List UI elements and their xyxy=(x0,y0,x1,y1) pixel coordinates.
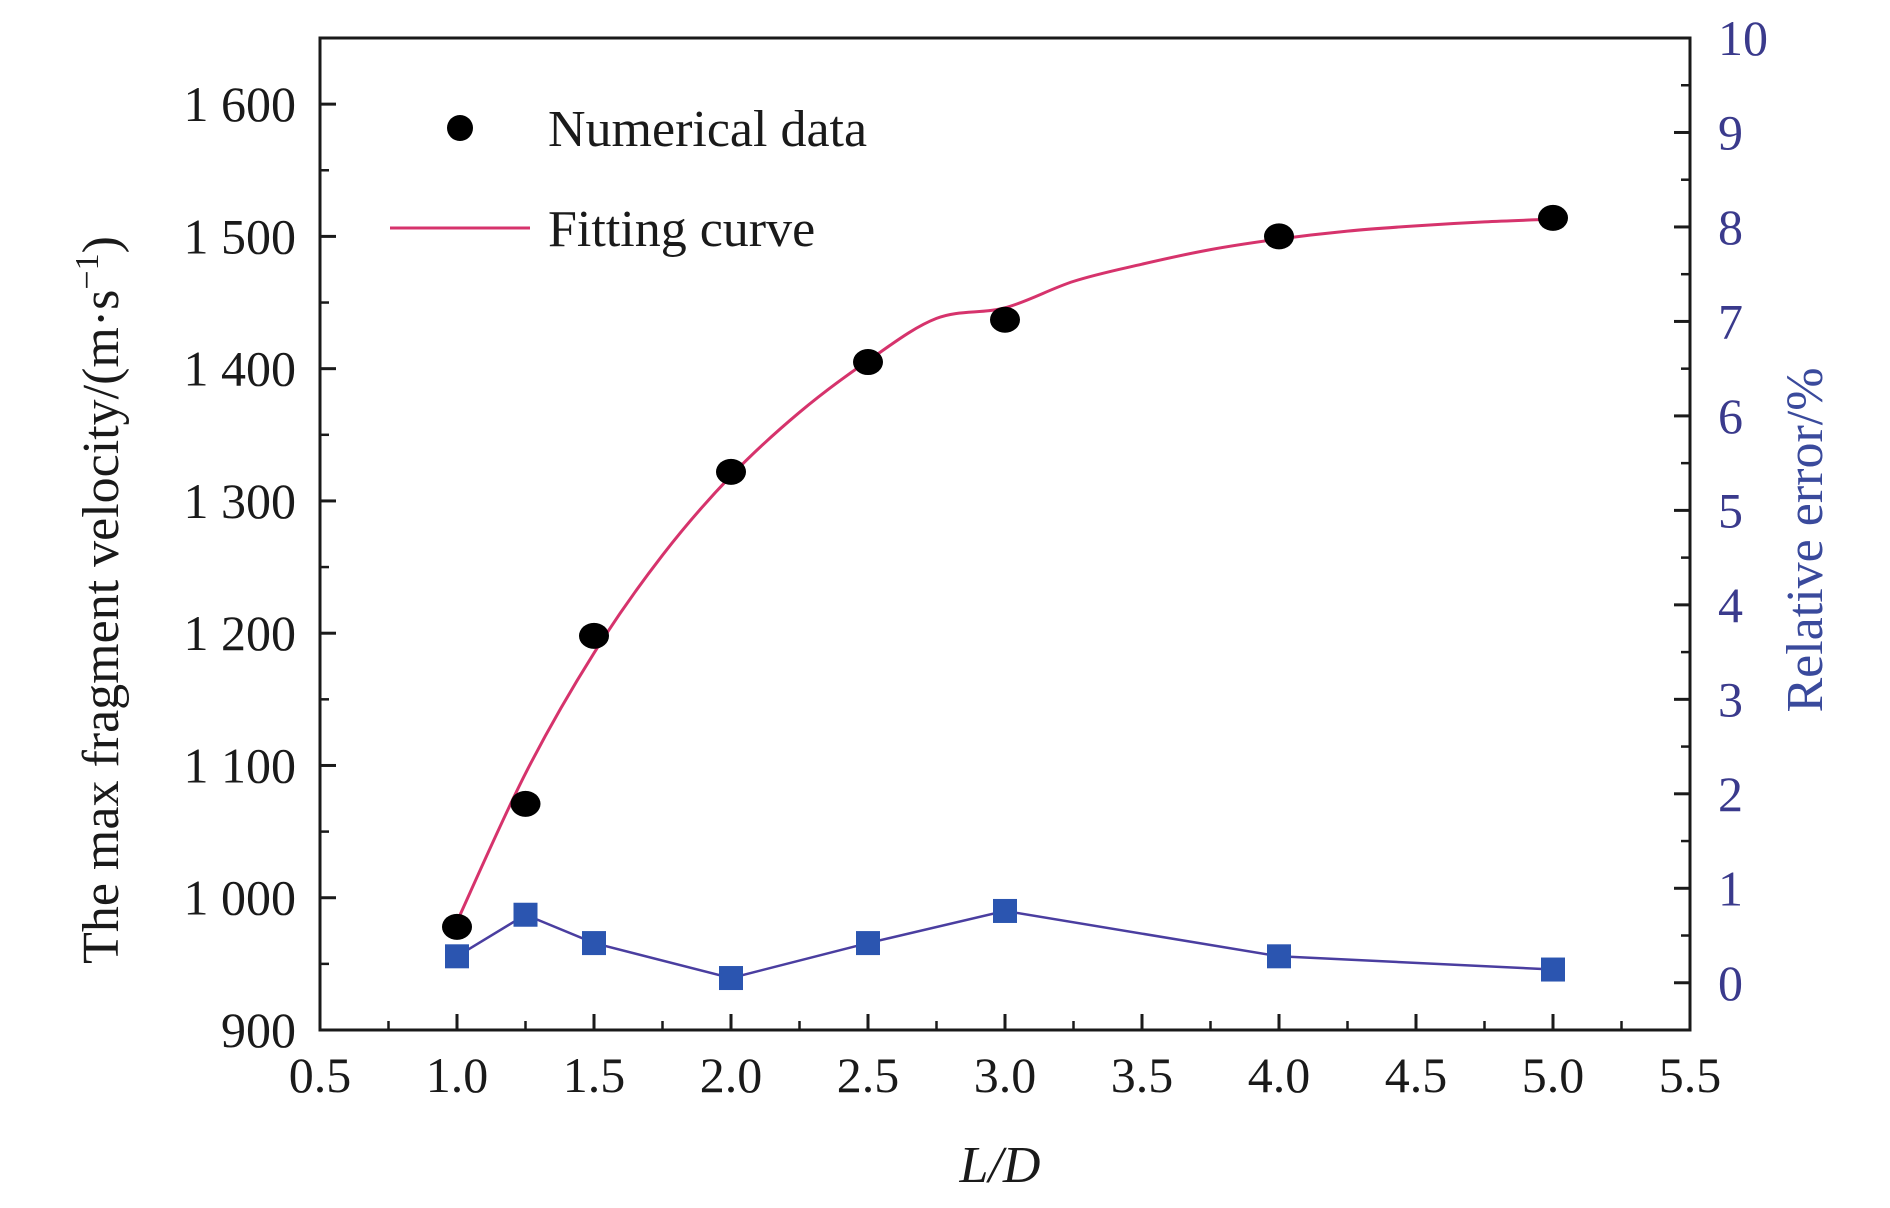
numerical-data-point xyxy=(442,913,472,940)
x-tick-label: 2.5 xyxy=(837,1047,900,1103)
legend-label-numerical-data: Numerical data xyxy=(548,101,867,158)
relative-error-point xyxy=(513,902,538,927)
x-tick-label: 3.0 xyxy=(974,1047,1037,1103)
numerical-data-point xyxy=(1538,204,1568,231)
relative-error-point xyxy=(1541,957,1565,982)
relative-error-point xyxy=(1267,944,1291,969)
y-right-axis-title: Relative error/% xyxy=(1777,367,1834,712)
numerical-data-point xyxy=(990,306,1020,333)
numerical-data-point xyxy=(716,458,746,485)
y-right-tick-label: 5 xyxy=(1718,482,1743,538)
legend-label-fitting-curve: Fitting curve xyxy=(548,201,815,258)
y-left-axis-title-end: ) xyxy=(73,236,130,253)
plot-frame xyxy=(318,36,1692,1032)
y-left-tick-label: 1 500 xyxy=(184,208,297,264)
y-right-tick-label: 4 xyxy=(1718,577,1743,633)
relative-error-point xyxy=(856,931,880,956)
x-tick-label: 0.5 xyxy=(289,1047,352,1103)
numerical-data-point xyxy=(1264,223,1294,250)
x-tick-label: 1.5 xyxy=(563,1047,626,1103)
relative-error-point xyxy=(993,898,1017,923)
y-left-axis-title: The max fragment velocity/(m·s−1) xyxy=(69,236,130,964)
y-left-tick-label: 1 200 xyxy=(184,605,297,661)
x-tick-label: 2.0 xyxy=(700,1047,763,1103)
y-right-axis-ticks: 0 1 2 3 4 5 6 7 8 9 10 xyxy=(1674,10,1768,1011)
y-left-tick-label: 1 300 xyxy=(184,473,297,529)
y-left-tick-label: 1 000 xyxy=(184,870,297,926)
y-right-tick-label: 8 xyxy=(1718,199,1743,255)
relative-error-point xyxy=(719,966,743,991)
y-left-tick-label: 1 600 xyxy=(184,76,297,132)
y-right-tick-label: 3 xyxy=(1718,671,1743,727)
y-right-tick-label: 7 xyxy=(1718,293,1743,349)
x-tick-label: 5.5 xyxy=(1659,1047,1722,1103)
numerical-data-point xyxy=(853,349,883,376)
relative-error-point xyxy=(582,931,606,956)
y-left-tick-label: 900 xyxy=(221,1002,296,1058)
y-right-tick-label: 0 xyxy=(1718,955,1743,1011)
x-tick-label: 1.0 xyxy=(426,1047,489,1103)
y-left-axis-title-group: The max fragment velocity/(m·s−1) xyxy=(69,236,130,964)
x-tick-label: 5.0 xyxy=(1522,1047,1585,1103)
y-right-tick-label: 1 xyxy=(1718,860,1743,916)
x-axis-title: L/D xyxy=(959,1137,1041,1194)
x-tick-label: 4.0 xyxy=(1248,1047,1311,1103)
legend-marker-circle xyxy=(447,115,473,141)
series-layer xyxy=(442,204,1568,991)
numerical-data-point xyxy=(579,622,609,649)
y-left-axis-title-main: The max fragment velocity/(m·s xyxy=(73,290,130,964)
y-left-axis-ticks: 900 1 000 1 100 1 200 1 300 1 400 1 500 1 600 xyxy=(184,76,336,1058)
y-right-tick-label: 9 xyxy=(1718,104,1743,160)
y-right-axis-title-group: Relative error/% xyxy=(1777,367,1834,712)
y-left-axis-title-sup: −1 xyxy=(69,253,106,289)
y-left-tick-label: 1 100 xyxy=(184,737,297,793)
y-right-tick-label: 2 xyxy=(1718,766,1743,822)
y-left-tick-label: 1 400 xyxy=(184,341,297,397)
x-tick-label: 4.5 xyxy=(1385,1047,1448,1103)
x-tick-label: 3.5 xyxy=(1111,1047,1174,1103)
y-right-tick-label: 10 xyxy=(1718,10,1768,66)
plot-border xyxy=(318,36,1692,1032)
x-axis-ticks: 0.5 1.0 1.5 2.0 2.5 3.0 3.5 4.0 4.5 5.0 5.5 xyxy=(289,1014,1722,1103)
relative-error-point xyxy=(445,944,469,969)
legend: Numerical data Fitting curve xyxy=(390,101,867,258)
numerical-data-point xyxy=(510,790,541,817)
y-right-tick-label: 6 xyxy=(1718,388,1743,444)
